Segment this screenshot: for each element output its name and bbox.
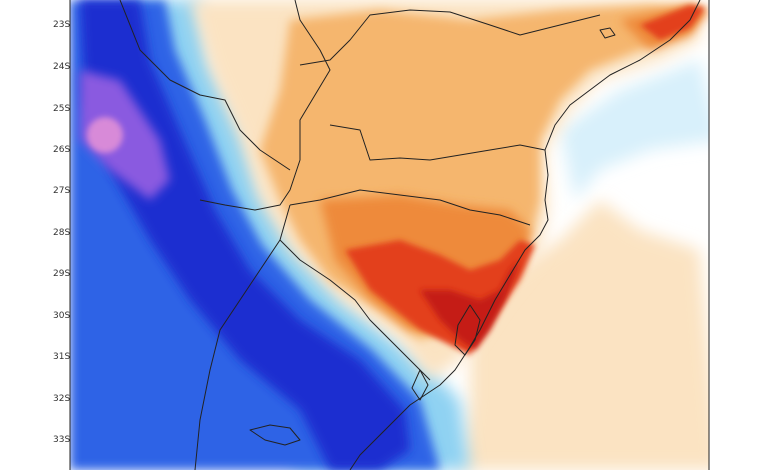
state-border-sc-rs <box>289 189 531 226</box>
lat-label: 27S <box>53 186 70 196</box>
lat-label: 26S <box>53 145 70 155</box>
lat-label: 23S <box>53 20 70 30</box>
lat-label: 24S <box>53 62 70 72</box>
lat-label: 29S <box>53 269 70 279</box>
deep-blue-band <box>80 0 410 470</box>
lagoa-mirim <box>411 369 429 401</box>
atlantic-coastline <box>349 0 701 470</box>
state-border-parana-sc <box>329 124 546 161</box>
latitude-axis: 23S 24S 25S 26S 27S 28S 29S 30S 31S 32S … <box>53 20 70 445</box>
purple-cold-core <box>80 70 170 200</box>
coastal-island <box>599 27 616 39</box>
lat-label: 31S <box>53 352 70 362</box>
rio-de-la-plata-estuary <box>249 424 301 446</box>
lat-label: 28S <box>53 228 70 238</box>
uruguay-border <box>279 239 431 381</box>
pale-blue-coastal-band <box>560 60 709 200</box>
state-border-north <box>299 9 601 66</box>
country-border-paraguay <box>119 0 291 171</box>
lat-label: 25S <box>53 104 70 114</box>
international-border-west <box>199 0 331 211</box>
lagoa-dos-patos <box>454 304 481 356</box>
lat-label: 32S <box>53 394 70 404</box>
argentina-uruguay-border <box>194 204 291 470</box>
pink-cold-spot <box>87 117 123 153</box>
map-field <box>70 0 709 470</box>
red-northeast-patch <box>640 5 705 40</box>
political-borders <box>119 0 701 470</box>
lat-label: 33S <box>53 435 70 445</box>
lat-label: 30S <box>53 311 70 321</box>
